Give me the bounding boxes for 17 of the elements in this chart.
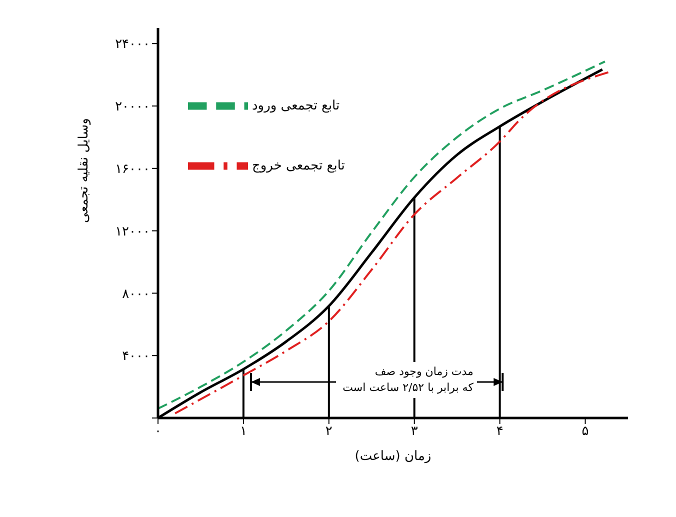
- x-tick-label: ۲: [325, 424, 332, 440]
- x-tick-label: ۰: [154, 424, 162, 440]
- y-tick-label: ۱۲۰۰۰: [115, 224, 150, 240]
- x-axis-title: زمان (ساعت): [354, 449, 432, 464]
- legend-label: تابع تجمعی ورود: [252, 98, 340, 114]
- y-tick-label: ۲۰۰۰۰: [115, 100, 150, 115]
- y-tick-label: ۸۰۰۰: [122, 286, 150, 302]
- y-axis-title: وسایل نقلیه تجمعی: [76, 118, 92, 223]
- legend-label: تابع تجمعی خروج: [252, 158, 345, 174]
- x-tick-label: ۱: [240, 424, 247, 440]
- y-tick-label: ۴۰۰۰: [122, 349, 150, 364]
- annotation: مدت زمان وجود صف که برابر با ۲/۵۲ ساعت است: [336, 362, 478, 398]
- y-tick-label: ۱۶۰۰۰: [115, 162, 150, 178]
- y-tick-label: ۲۴۰۰۰: [115, 37, 150, 52]
- x-tick-label: ۳: [410, 424, 418, 440]
- x-tick-label: ۴: [496, 424, 504, 440]
- x-tick-label: ۵: [582, 424, 589, 440]
